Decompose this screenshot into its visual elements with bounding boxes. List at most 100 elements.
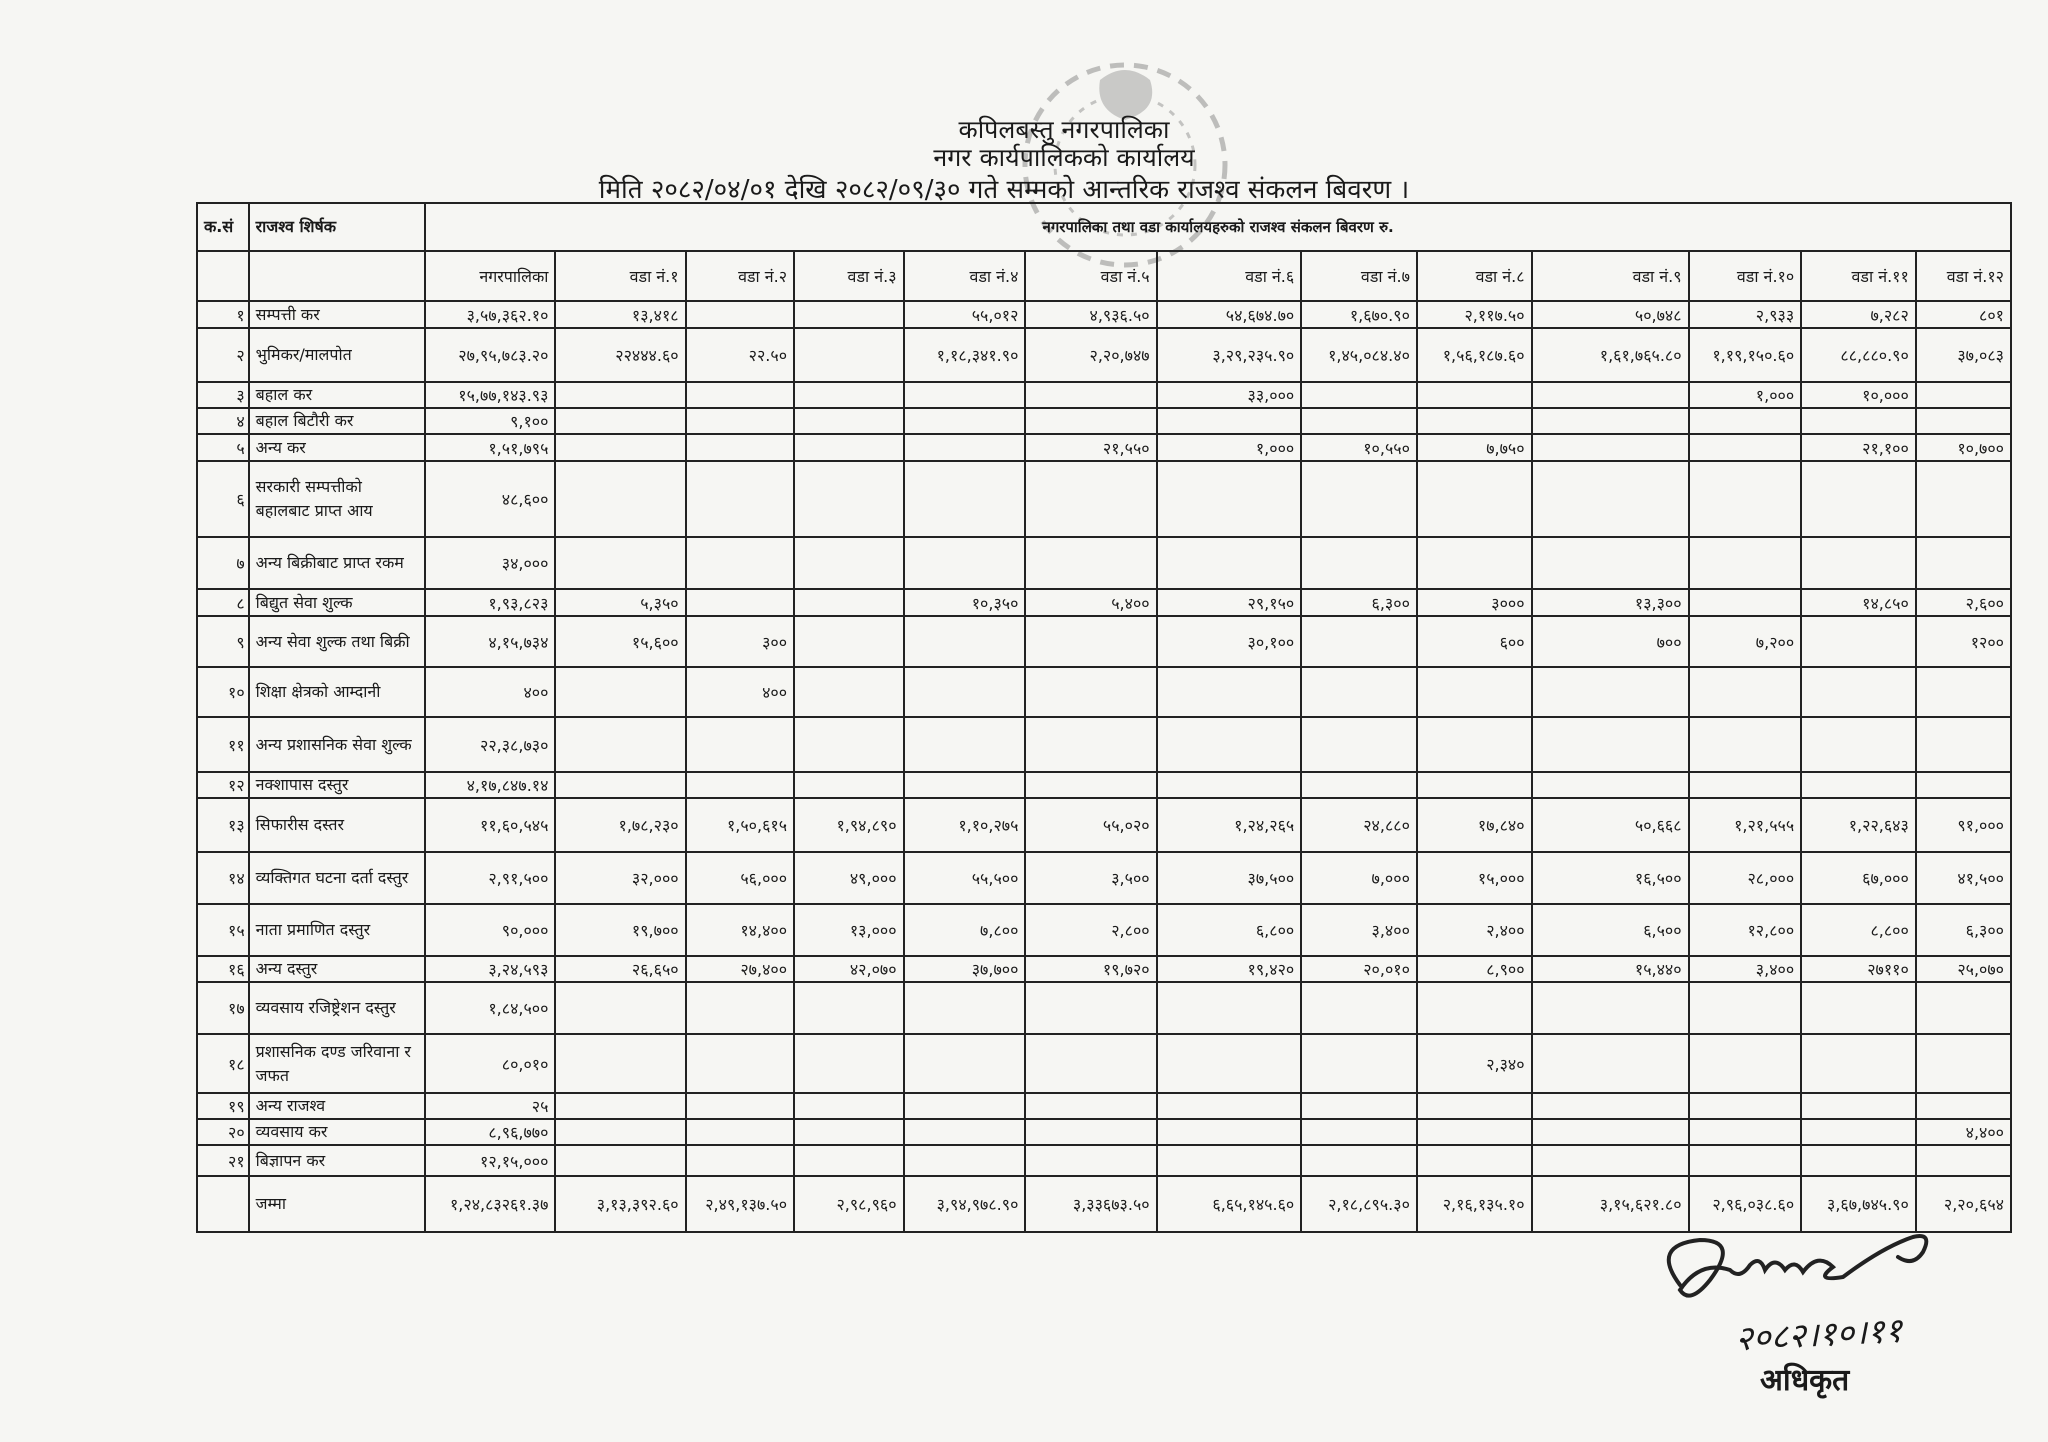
amount-cell [684,716,796,773]
column-header: वडा नं.४ [902,250,1027,302]
revenue-heading: शिक्षा क्षेत्रको आम्दानी [247,666,427,718]
amount-cell [1024,1092,1158,1120]
amount-cell: १,५१,७९५ [424,433,557,462]
amount-cell [793,327,905,383]
amount-cell: २२.५० [684,327,796,383]
amount-cell [902,666,1027,718]
amount-cell [554,981,687,1035]
amount-cell [1687,460,1803,538]
revenue-heading: व्यवसाय कर [247,1118,427,1146]
total-amount-cell: २,९६,०३८.६० [1687,1175,1803,1233]
amount-cell: १५,६०० [554,615,687,668]
column-header: वडा नं.१० [1687,250,1803,302]
amount-cell: ४,१५,७३४ [424,615,557,668]
revenue-heading: प्रशासनिक दण्ड जरिवाना र जफत [247,1033,427,1094]
amount-cell [902,981,1027,1035]
amount-cell [1914,716,2013,773]
amount-cell [902,381,1027,409]
amount-cell: ९१,००० [1914,797,2013,853]
amount-cell: ६,३०० [1914,903,2013,957]
amount-cell [1530,460,1690,538]
amount-cell [902,407,1027,435]
amount-cell: ८,९०० [1415,955,1533,983]
empty-cell [196,1175,250,1233]
table-row: २ भुमिकर/मालपोत २७,९५,७८३.२० २२४४४.६० २२.५० १… [196,327,2013,383]
amount-cell: १,५६,१८७.६० [1415,327,1533,383]
amount-cell: ७,००० [1300,851,1418,905]
amount-cell: ४२,०७० [793,955,905,983]
serial-number: ६ [196,460,250,538]
amount-cell [1155,1092,1303,1120]
serial-number: १४ [196,851,250,905]
amount-cell [1300,1092,1418,1120]
amount-cell [1155,536,1303,590]
amount-cell: १,१९,१५०.६० [1687,327,1803,383]
total-amount-cell: ३,९४,९७८.९० [902,1175,1027,1233]
amount-cell: ३३,००० [1155,381,1303,409]
amount-cell [554,407,687,435]
amount-cell: ३४,००० [424,536,557,590]
amount-cell [1800,1118,1917,1146]
serial-number: १३ [196,797,250,853]
amount-cell: ५५,०२० [1024,797,1158,853]
amount-cell [1914,771,2013,799]
table-row: १० शिक्षा क्षेत्रको आम्दानी ४०० ४०० [196,666,2013,718]
serial-number: २० [196,1118,250,1146]
amount-cell: २२,३८,७३० [424,716,557,773]
amount-cell [554,666,687,718]
amount-cell [1530,1033,1690,1094]
serial-number: १ [196,300,250,329]
serial-number: ७ [196,536,250,590]
amount-cell: १३,४१८ [554,300,687,329]
amount-cell [1687,716,1803,773]
amount-cell [793,666,905,718]
amount-cell [1530,1144,1690,1177]
amount-cell [902,771,1027,799]
total-amount-cell: ३,१३,३९२.६० [554,1175,687,1233]
revenue-table: क.सं राजश्व शिर्षक नगरपालिका तथा वडा कार… [196,202,2013,1233]
total-amount-cell: २,१६,१३५.१० [1415,1175,1533,1233]
table-row: १६ अन्य दस्तुर ३,२४,५९३ २६,६५० २७,४०० ४२,०७० ३… [196,955,2013,983]
amount-cell [1024,407,1158,435]
serial-number: ५ [196,433,250,462]
amount-cell: १,००० [1687,381,1803,409]
amount-cell [1914,1144,2013,1177]
column-header: वडा नं.७ [1300,250,1418,302]
amount-cell: ४०० [684,666,796,718]
table-row: ३ बहाल कर १५,७७,१४३.९३ ३३,००० १,००० १०,००० [196,381,2013,409]
amount-cell [793,300,905,329]
total-row: जम्मा १,२४,८३२६१.३७ ३,१३,३९२.६० २,४९,१३७.५०… [196,1175,2013,1233]
table-row: १२ नक्शापास दस्तुर ४,१७,८४७.१४ [196,771,2013,799]
revenue-heading: बहाल कर [247,381,427,409]
amount-cell [793,771,905,799]
column-header: वडा नं.१ [554,250,687,302]
amount-cell: ३,४०० [1687,955,1803,983]
amount-cell [793,1092,905,1120]
amount-cell [684,407,796,435]
amount-cell [1300,407,1418,435]
office-name: नगर कार्यपालिकको कार्यालय [933,143,1195,172]
amount-cell: १२,१५,००० [424,1144,557,1177]
total-amount-cell: १,२४,८३२६१.३७ [424,1175,557,1233]
amount-cell [1024,1033,1158,1094]
table-row: ११ अन्य प्रशासनिक सेवा शुल्क २२,३८,७३० [196,716,2013,773]
column-header: वडा नं.६ [1155,250,1303,302]
amount-cell: ३,२४,५९३ [424,955,557,983]
revenue-heading: सम्पत्ती कर [247,300,427,329]
amount-cell [554,460,687,538]
amount-cell: २१,१०० [1800,433,1917,462]
amount-cell [1155,771,1303,799]
table-row: ४ बहाल बिटौरी कर ९,१०० [196,407,2013,435]
amount-cell: २९,१५० [1155,588,1303,617]
amount-cell: ११,६०,५४५ [424,797,557,853]
amount-cell [1530,981,1690,1035]
column-header: वडा नं.५ [1024,250,1158,302]
amount-cell [1024,771,1158,799]
serial-number: ८ [196,588,250,617]
signature-date: २०८२।१०।११ [1734,1310,1904,1360]
amount-cell [793,716,905,773]
amount-cell: ४१,५०० [1914,851,2013,905]
amount-cell: ५,४०० [1024,588,1158,617]
amount-cell: ३,२९,२३५.९० [1155,327,1303,383]
amount-cell: १२०० [1914,615,2013,668]
